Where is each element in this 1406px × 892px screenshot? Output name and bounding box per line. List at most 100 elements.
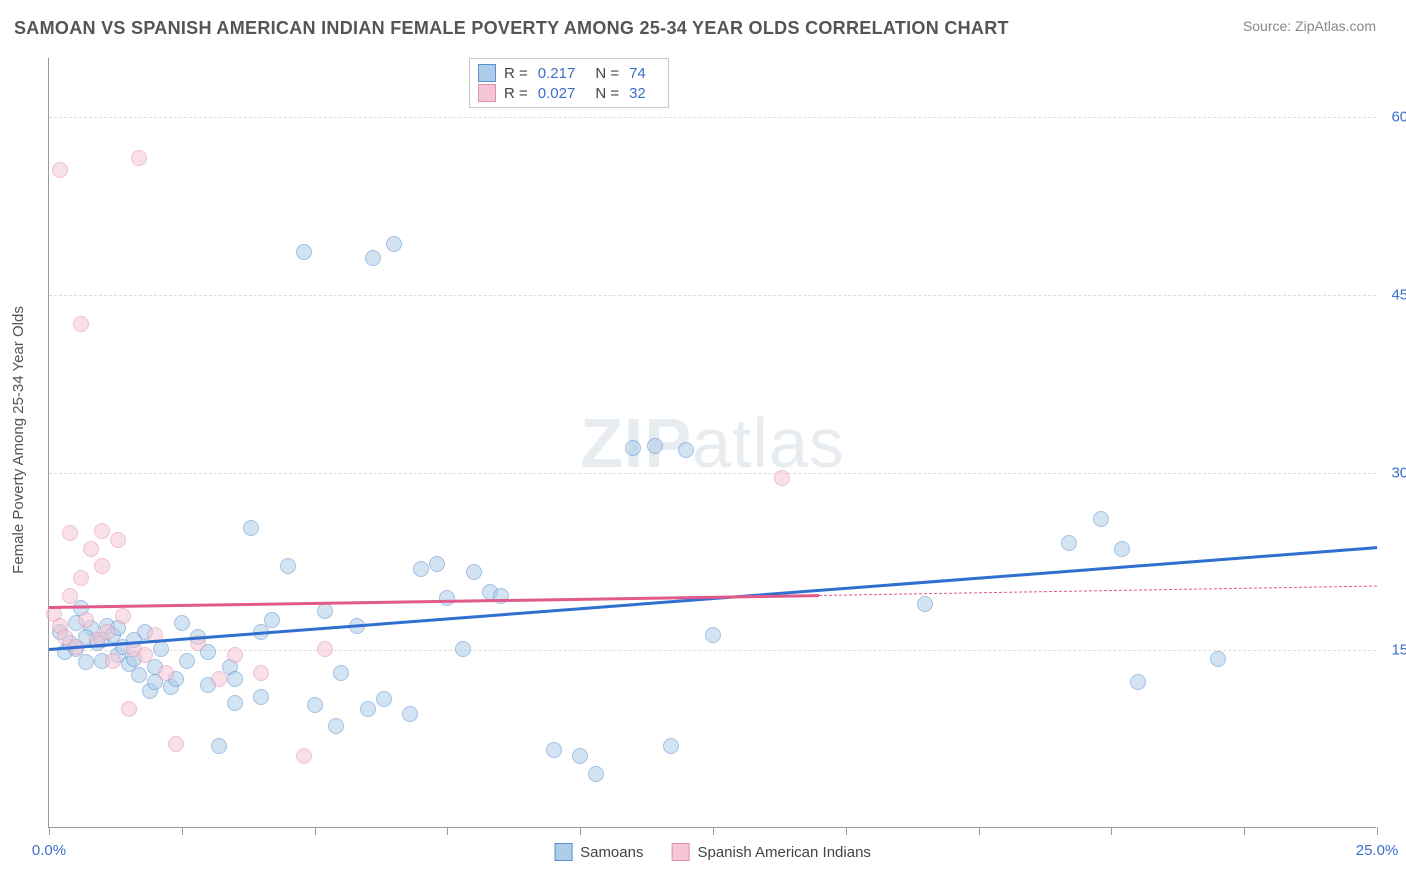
stats-row-spanish: R = 0.027 N = 32 [478, 83, 658, 103]
stats-legend: R = 0.217 N = 74 R = 0.027 N = 32 [469, 58, 669, 108]
data-point [663, 738, 679, 754]
data-point [227, 695, 243, 711]
data-point [110, 532, 126, 548]
data-point [99, 624, 115, 640]
x-tick-label: 25.0% [1356, 842, 1399, 859]
data-point [52, 162, 68, 178]
data-point [647, 438, 663, 454]
data-point [94, 523, 110, 539]
data-point [62, 588, 78, 604]
data-point [253, 689, 269, 705]
data-point [253, 665, 269, 681]
swatch-samoans-icon [554, 843, 572, 861]
data-point [73, 316, 89, 332]
x-tick [713, 827, 714, 835]
data-point [121, 701, 137, 717]
data-point [1130, 674, 1146, 690]
x-tick [1111, 827, 1112, 835]
y-tick-label: 60.0% [1391, 109, 1406, 126]
y-tick-label: 45.0% [1391, 286, 1406, 303]
data-point [211, 738, 227, 754]
data-point [227, 671, 243, 687]
data-point [376, 691, 392, 707]
trend-line [49, 595, 819, 609]
legend-item-samoans: Samoans [554, 843, 643, 861]
swatch-samoans [478, 64, 496, 82]
trend-line [819, 585, 1377, 595]
data-point [705, 627, 721, 643]
x-tick [447, 827, 448, 835]
stats-row-samoans: R = 0.217 N = 74 [478, 63, 658, 83]
data-point [439, 590, 455, 606]
x-tick [979, 827, 980, 835]
data-point [62, 525, 78, 541]
data-point [1114, 541, 1130, 557]
x-tick [846, 827, 847, 835]
data-point [227, 647, 243, 663]
gridline [49, 650, 1376, 651]
x-tick [49, 827, 50, 835]
data-point [317, 641, 333, 657]
data-point [386, 236, 402, 252]
gridline [49, 473, 1376, 474]
data-point [73, 570, 89, 586]
data-point [365, 250, 381, 266]
legend-item-spanish: Spanish American Indians [671, 843, 870, 861]
watermark: ZIPatlas [580, 403, 845, 483]
x-tick-label: 0.0% [32, 842, 66, 859]
data-point [131, 150, 147, 166]
data-point [168, 736, 184, 752]
data-point [296, 748, 312, 764]
data-point [625, 440, 641, 456]
data-point [174, 615, 190, 631]
data-point [455, 641, 471, 657]
data-point [328, 718, 344, 734]
gridline [49, 295, 1376, 296]
x-tick [1244, 827, 1245, 835]
data-point [296, 244, 312, 260]
data-point [333, 665, 349, 681]
data-point [588, 766, 604, 782]
scatter-chart: ZIPatlas R = 0.217 N = 74 R = 0.027 N = … [48, 58, 1376, 828]
data-point [678, 442, 694, 458]
data-point [774, 470, 790, 486]
data-point [94, 558, 110, 574]
data-point [211, 671, 227, 687]
y-tick-label: 30.0% [1391, 464, 1406, 481]
data-point [137, 647, 153, 663]
x-tick [182, 827, 183, 835]
data-point [280, 558, 296, 574]
data-point [179, 653, 195, 669]
x-tick [1377, 827, 1378, 835]
y-axis-label: Female Poverty Among 25-34 Year Olds [10, 306, 27, 574]
y-tick-label: 15.0% [1391, 642, 1406, 659]
data-point [105, 653, 121, 669]
data-point [572, 748, 588, 764]
data-point [131, 667, 147, 683]
chart-title: SAMOAN VS SPANISH AMERICAN INDIAN FEMALE… [14, 18, 1009, 39]
data-point [917, 596, 933, 612]
swatch-spanish [478, 84, 496, 102]
data-point [402, 706, 418, 722]
x-tick [580, 827, 581, 835]
data-point [158, 665, 174, 681]
data-point [429, 556, 445, 572]
data-point [1210, 651, 1226, 667]
data-point [307, 697, 323, 713]
data-point [78, 654, 94, 670]
gridline [49, 117, 1376, 118]
data-point [1061, 535, 1077, 551]
data-point [546, 742, 562, 758]
data-point [1093, 511, 1109, 527]
source-label: Source: ZipAtlas.com [1243, 18, 1376, 34]
data-point [243, 520, 259, 536]
data-point [317, 603, 333, 619]
data-point [413, 561, 429, 577]
data-point [360, 701, 376, 717]
bottom-legend: Samoans Spanish American Indians [554, 843, 871, 861]
data-point [153, 641, 169, 657]
data-point [83, 541, 99, 557]
data-point [78, 612, 94, 628]
data-point [466, 564, 482, 580]
x-tick [315, 827, 316, 835]
